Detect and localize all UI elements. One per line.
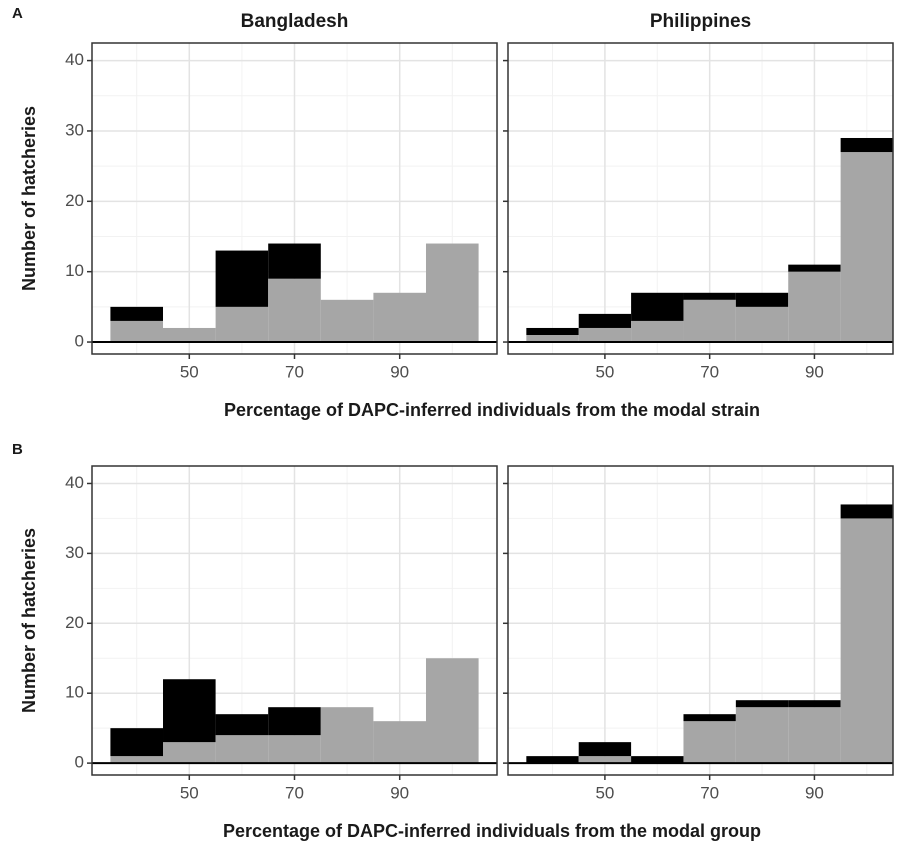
bar-segment: [268, 707, 321, 736]
bar-segment: [683, 299, 736, 343]
x-tick-label: 50: [595, 783, 614, 802]
bar-segment: [163, 327, 216, 343]
bar-segment: [788, 707, 841, 764]
bar-segment: [163, 679, 216, 743]
bar-segment: [631, 320, 684, 343]
bar-segment: [683, 292, 736, 300]
bar-segment: [788, 700, 841, 708]
bar-segment: [425, 658, 479, 764]
x-tick-label: 90: [805, 783, 824, 802]
x-tick-label: 50: [595, 362, 614, 381]
bar-segment: [320, 707, 374, 764]
panel-border: [507, 42, 894, 355]
y-tick-label: 10: [65, 683, 84, 702]
bar-segment: [110, 320, 164, 343]
y-tick-label: 20: [65, 191, 84, 210]
x-tick-label: 90: [805, 362, 824, 381]
bar-segment: [268, 243, 321, 279]
facet-title: Philippines: [650, 11, 751, 32]
bar-segment: [578, 742, 632, 757]
bar-segment: [215, 714, 269, 736]
x-axis-label: Percentage of DAPC-inferred individuals …: [223, 821, 761, 841]
bar-segment: [683, 721, 736, 764]
y-tick-label: 40: [65, 50, 84, 69]
y-tick-label: 30: [65, 543, 84, 562]
bar-segment: [215, 250, 269, 307]
bar-segment: [578, 756, 632, 764]
panel-tag: A: [12, 5, 23, 22]
panel-tag: B: [12, 441, 23, 458]
bar-segment: [215, 735, 269, 764]
bar-segment: [788, 264, 841, 272]
bar-segment: [735, 292, 789, 307]
bar-segment: [526, 327, 579, 336]
x-tick-label: 90: [390, 783, 409, 802]
y-tick-label: 20: [65, 613, 84, 632]
bar-segment: [110, 306, 164, 321]
bar-segment: [578, 313, 632, 328]
bar-segment: [631, 756, 684, 764]
bar-segment: [631, 292, 684, 321]
x-tick-label: 70: [285, 783, 304, 802]
x-tick-label: 70: [700, 783, 719, 802]
bar-segment: [268, 735, 321, 764]
bar-segment: [425, 243, 479, 343]
x-tick-label: 70: [285, 362, 304, 381]
y-tick-label: 10: [65, 261, 84, 280]
bar-segment: [735, 700, 789, 708]
x-axis-label: Percentage of DAPC-inferred individuals …: [224, 400, 760, 420]
bar-segment: [840, 137, 893, 153]
x-tick-label: 90: [390, 362, 409, 381]
x-tick-label: 50: [180, 783, 199, 802]
bar-segment: [163, 742, 216, 764]
y-tick-label: 30: [65, 120, 84, 139]
bar-segment: [735, 306, 789, 343]
bar-segment: [840, 518, 893, 764]
panel-border: [507, 465, 894, 776]
bar-segment: [788, 271, 841, 343]
bar-segment: [735, 707, 789, 764]
bar-segment: [526, 756, 579, 764]
bar-segment: [215, 306, 269, 343]
x-tick-label: 50: [180, 362, 199, 381]
bar-segment: [683, 714, 736, 722]
bar-segment: [840, 504, 893, 519]
bar-segment: [373, 721, 426, 764]
bar-segment: [268, 278, 321, 343]
bar-segment: [578, 327, 632, 343]
bar-segment: [110, 728, 164, 757]
y-axis-label: Number of hatcheries: [19, 528, 39, 713]
bar-segment: [840, 152, 893, 343]
bar-segment: [110, 756, 164, 764]
bar-segment: [373, 292, 426, 343]
x-tick-label: 70: [700, 362, 719, 381]
y-axis-label: Number of hatcheries: [19, 106, 39, 291]
bar-segment: [320, 299, 374, 343]
y-tick-label: 0: [75, 332, 84, 351]
bar-segment: [526, 335, 579, 343]
facet-title: Bangladesh: [241, 11, 349, 32]
y-tick-label: 0: [75, 753, 84, 772]
y-tick-label: 40: [65, 473, 84, 492]
